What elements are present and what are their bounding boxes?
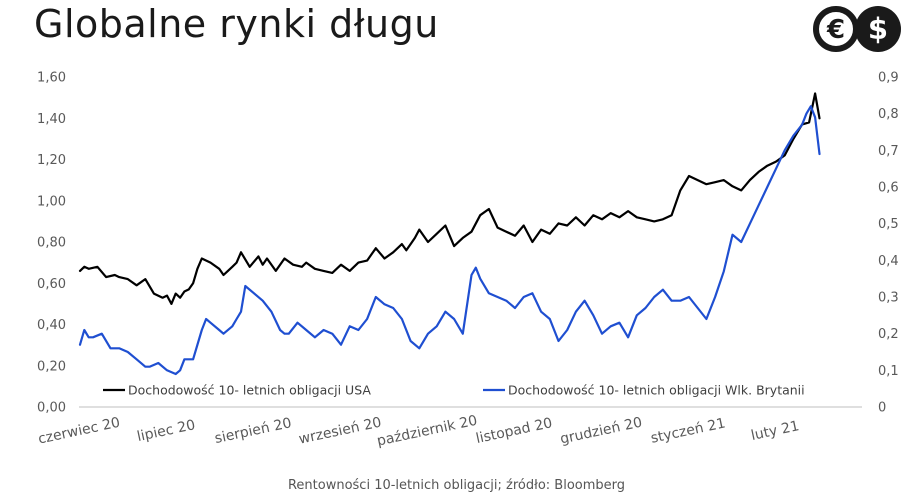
y-left-tick-label: 1,40 bbox=[37, 112, 66, 127]
series-line-uk bbox=[78, 105, 821, 376]
y-right-tick-label: 0,1 bbox=[878, 364, 899, 379]
x-tick-label: październik 20 bbox=[376, 413, 479, 450]
y-left-tick-label: 1,20 bbox=[37, 153, 66, 168]
euro-glyph: € bbox=[826, 15, 845, 45]
euro-dollar-logo: € $ bbox=[813, 6, 901, 52]
x-tick-label: sierpień 20 bbox=[213, 415, 293, 447]
y-left-tick-label: 1,00 bbox=[37, 194, 66, 209]
y-left-tick-label: 0,40 bbox=[37, 318, 66, 333]
y-right-tick-label: 0,4 bbox=[878, 254, 899, 269]
legend-label-uk: Dochodowość 10- letnich obligacji Wlk. B… bbox=[508, 383, 805, 398]
series-line-usa bbox=[78, 92, 821, 305]
x-tick-label: styczeń 21 bbox=[649, 415, 727, 446]
x-tick-label: listopad 20 bbox=[474, 415, 553, 447]
chart-caption: Rentowności 10-letnich obligacji; źródło… bbox=[287, 478, 626, 493]
y-right-tick-label: 0,6 bbox=[878, 181, 899, 196]
y-right-tick-label: 0,5 bbox=[878, 217, 899, 232]
y-right-tick-label: 0 bbox=[878, 401, 886, 416]
y-left-tick-label: 0,80 bbox=[37, 236, 66, 251]
y-left-tick-label: 0,00 bbox=[37, 401, 66, 416]
x-tick-label: lipiec 20 bbox=[136, 417, 197, 445]
y-left-tick-label: 0,60 bbox=[37, 277, 66, 292]
y-right-tick-label: 0,7 bbox=[878, 144, 899, 159]
x-tick-label: czerwiec 20 bbox=[37, 415, 122, 448]
y-right-tick-label: 0,8 bbox=[878, 107, 899, 122]
legend-label-usa: Dochodowość 10- letnich obligacji USA bbox=[128, 383, 371, 398]
y-right-tick-label: 0,2 bbox=[878, 327, 899, 342]
x-tick-label: wrzesień 20 bbox=[297, 415, 383, 448]
y-right-tick-label: 0,3 bbox=[878, 291, 899, 306]
x-tick-label: grudzień 20 bbox=[559, 415, 644, 448]
page-title: Globalne rynki długu bbox=[34, 2, 439, 46]
y-left-tick-label: 1,60 bbox=[37, 71, 66, 86]
yield-line-chart: 0,00 0,20 0,40 0,60 0,80 1,00 1,20 1,40 1,60 0 0,1… bbox=[37, 71, 899, 450]
x-tick-label: luty 21 bbox=[750, 418, 801, 444]
dollar-glyph: $ bbox=[868, 12, 888, 46]
y-right-tick-label: 0,9 bbox=[878, 71, 899, 86]
dollar-coin-icon bbox=[855, 6, 901, 52]
y-left-tick-label: 0,20 bbox=[37, 359, 66, 374]
